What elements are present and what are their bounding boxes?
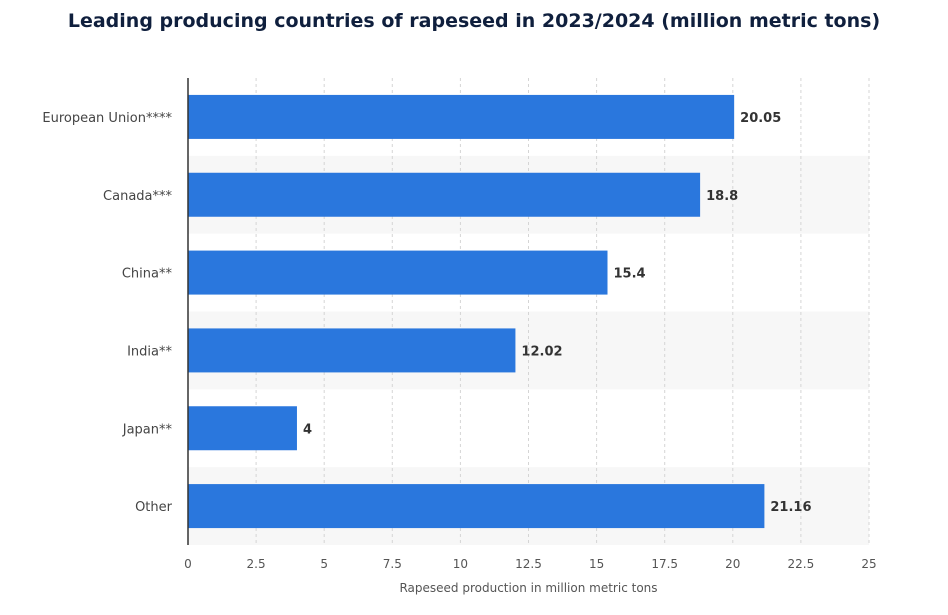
- x-tick-label: 5: [320, 557, 328, 571]
- category-label: India**: [127, 344, 172, 359]
- chart-title: Leading producing countries of rapeseed …: [67, 10, 881, 32]
- x-tick-label: 20: [725, 557, 740, 571]
- category-label: European Union****: [42, 111, 172, 126]
- x-tick-label: 12.5: [515, 557, 542, 571]
- data-label: 18.8: [706, 189, 738, 204]
- bar[interactable]: [188, 406, 297, 451]
- x-tick-label: 25: [861, 557, 876, 571]
- bar[interactable]: [188, 484, 765, 529]
- x-tick-label: 10: [453, 557, 468, 571]
- x-axis-title: Rapeseed production in million metric to…: [399, 581, 657, 595]
- category-label: China**: [122, 267, 173, 282]
- category-labels: European Union**** Canada*** China** India*…: [42, 111, 172, 515]
- data-label: 20.05: [740, 111, 781, 126]
- data-label: 12.02: [521, 344, 562, 359]
- bar[interactable]: [188, 250, 608, 295]
- data-labels: 20.05 18.8 15.4 12.02 4 21.16: [303, 111, 812, 515]
- x-tick-label: 2.5: [247, 557, 266, 571]
- x-tick-label: 15: [589, 557, 604, 571]
- data-label: 15.4: [613, 267, 645, 282]
- data-label: 21.16: [770, 500, 811, 515]
- x-tick-label: 0: [184, 557, 192, 571]
- bar[interactable]: [188, 94, 735, 139]
- x-tick-label: 22.5: [788, 557, 815, 571]
- category-label: Japan**: [122, 422, 173, 437]
- category-label: Other: [135, 500, 173, 515]
- x-tick-label: 7.5: [383, 557, 402, 571]
- bar[interactable]: [188, 328, 516, 373]
- x-tick-labels: 0 2.5 5 7.5 10 12.5 15 17.5 20 22.5 25: [184, 557, 876, 571]
- x-tick-label: 17.5: [651, 557, 678, 571]
- category-label: Canada***: [103, 189, 172, 204]
- data-label: 4: [303, 422, 312, 437]
- bar[interactable]: [188, 172, 701, 217]
- bars: [188, 94, 765, 529]
